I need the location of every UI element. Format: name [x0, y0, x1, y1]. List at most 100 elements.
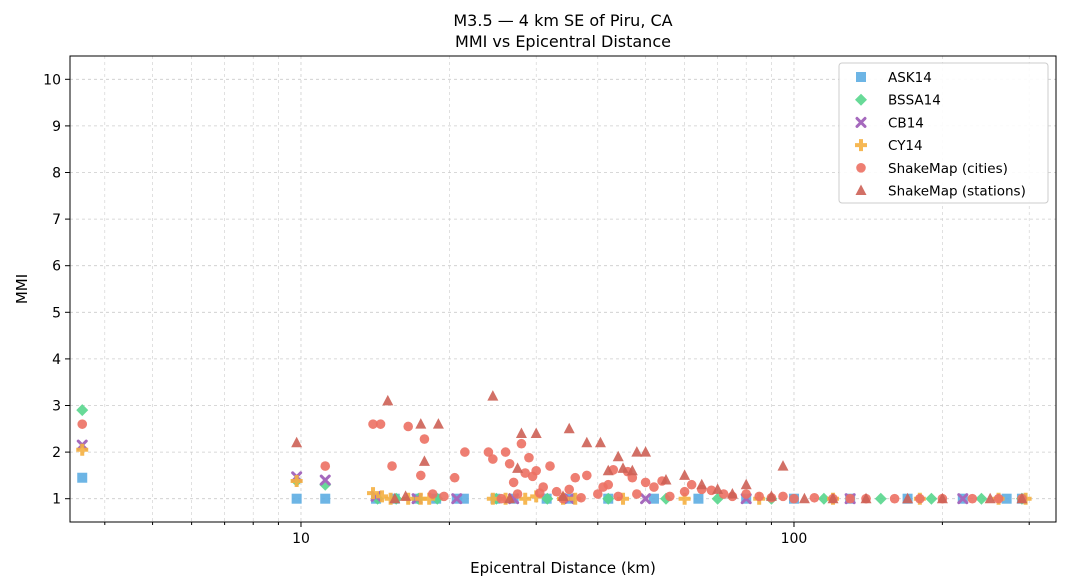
data-point: [660, 474, 672, 485]
data-point: [827, 492, 839, 504]
data-point: [603, 479, 614, 490]
data-point: [570, 472, 581, 483]
data-point: [375, 419, 386, 429]
data-point: [817, 492, 830, 505]
data-point: [384, 492, 397, 505]
y-tick-label: 7: [52, 212, 61, 228]
legend-label: BSSA14: [888, 93, 941, 109]
data-point: [640, 493, 652, 505]
data-point: [984, 492, 996, 504]
data-point: [496, 493, 507, 504]
legend-label: CB14: [888, 115, 924, 131]
data-point: [512, 489, 523, 499]
data-point: [530, 490, 543, 503]
data-point: [504, 458, 515, 469]
data-point: [545, 461, 555, 471]
data-point: [563, 422, 575, 434]
data-point: [925, 492, 938, 505]
data-point: [627, 472, 638, 483]
y-tick-label: 6: [52, 259, 61, 275]
data-point: [432, 418, 444, 429]
data-point: [696, 478, 708, 490]
legend-label: ShakeMap (cities): [888, 161, 1008, 177]
legend-marker: [855, 116, 867, 128]
data-point: [576, 492, 586, 503]
data-point: [382, 394, 394, 406]
data-point: [367, 487, 380, 500]
legend-marker: [855, 184, 867, 195]
data-point: [483, 447, 494, 457]
data-point: [993, 493, 1004, 504]
data-point: [754, 491, 764, 502]
data-point: [765, 490, 777, 501]
data-point: [538, 482, 549, 492]
data-point: [860, 492, 872, 504]
data-point: [889, 493, 900, 504]
data-point: [512, 462, 524, 473]
data-point: [427, 489, 438, 499]
data-point: [592, 489, 603, 499]
data-point: [368, 419, 378, 429]
legend-marker: [855, 139, 867, 152]
data-point: [516, 438, 527, 449]
data-point: [612, 450, 624, 462]
data-point: [320, 493, 331, 504]
data-point: [439, 491, 449, 502]
data-point: [414, 492, 427, 505]
data-point: [488, 454, 498, 464]
data-point: [524, 452, 534, 463]
data-point: [640, 446, 652, 457]
data-point: [789, 493, 799, 504]
y-tick-label: 8: [52, 166, 61, 182]
data-point: [400, 490, 412, 501]
data-point: [504, 492, 516, 504]
data-point: [319, 474, 331, 486]
data-point: [449, 472, 460, 483]
y-tick-label: 1: [52, 492, 61, 508]
data-point: [845, 493, 855, 504]
data-point: [902, 492, 914, 504]
data-point: [419, 434, 430, 444]
y-tick-label: 2: [52, 445, 61, 461]
data-point: [376, 490, 389, 503]
legend-label: ASK14: [888, 70, 932, 86]
data-point: [582, 470, 592, 481]
data-point: [613, 491, 624, 502]
series-shakemap-cities: [77, 419, 1027, 504]
data-point: [290, 474, 303, 487]
data-point: [387, 461, 397, 471]
data-point: [403, 421, 414, 432]
data-point: [686, 479, 697, 490]
data-point: [415, 470, 426, 481]
grid-lines: [70, 56, 1056, 522]
y-axis-label: MMI: [13, 274, 31, 304]
data-point: [679, 486, 690, 497]
data-point: [640, 477, 651, 488]
legend-marker: [855, 93, 867, 106]
x-axis-label: Epicentral Distance (km): [470, 559, 656, 577]
data-point: [320, 461, 331, 471]
chart-subtitle: MMI vs Epicentral Distance: [455, 32, 671, 51]
data-point: [631, 446, 643, 457]
data-point: [389, 492, 401, 504]
data-point: [415, 418, 427, 429]
data-points: [76, 390, 1032, 505]
data-point: [648, 493, 659, 504]
data-point: [665, 491, 675, 502]
x-tick-label: 100: [781, 531, 808, 547]
data-point: [564, 484, 575, 495]
data-point: [617, 462, 629, 473]
data-point: [76, 404, 89, 417]
data-point: [1001, 493, 1012, 504]
data-point: [520, 468, 531, 478]
data-point: [76, 443, 89, 456]
y-tick-label: 4: [52, 352, 61, 368]
data-point: [458, 493, 469, 504]
data-point: [678, 492, 691, 505]
legend-marker: [856, 163, 866, 173]
legend-marker: [856, 72, 866, 82]
data-point: [515, 427, 527, 438]
y-tick-label: 9: [52, 119, 61, 135]
x-tick-label: 10: [292, 531, 310, 547]
